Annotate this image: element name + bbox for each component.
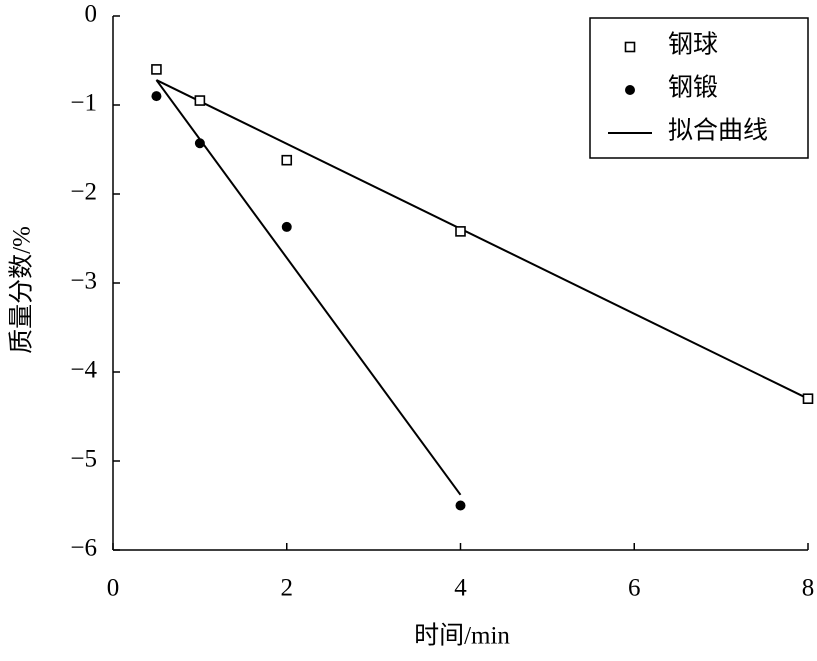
y-tick-label: −2 [70,179,97,206]
point [194,138,205,149]
y-axis-title: 质量分数/% [8,226,36,354]
point [281,221,292,232]
y-tick-label: −1 [70,90,97,117]
legend-label: 钢锻 [668,74,718,102]
fit-line [155,79,809,400]
legend-marker [624,41,636,53]
y-tick-label: −5 [70,446,97,473]
point [455,500,466,511]
x-tick-label: 6 [628,575,641,602]
x-tick-label: 4 [454,575,467,602]
legend-label: 拟合曲线 [668,117,768,145]
legend-marker [625,85,635,95]
y-tick-label: −6 [70,535,97,562]
point [151,64,162,75]
x-tick-label: 2 [281,575,294,602]
y-tick-label: 0 [85,1,98,28]
legend-label: 钢球 [668,31,718,59]
y-tick-label: −3 [70,268,97,295]
x-tick-label: 8 [802,575,815,602]
x-tick-label: 0 [107,575,120,602]
point [802,393,814,405]
point [151,91,162,102]
point [194,95,206,106]
x-axis-title: 时间/min [414,622,510,650]
y-tick-label: −4 [70,357,97,384]
point [455,226,466,237]
point [281,154,293,166]
fit-line [155,79,462,496]
